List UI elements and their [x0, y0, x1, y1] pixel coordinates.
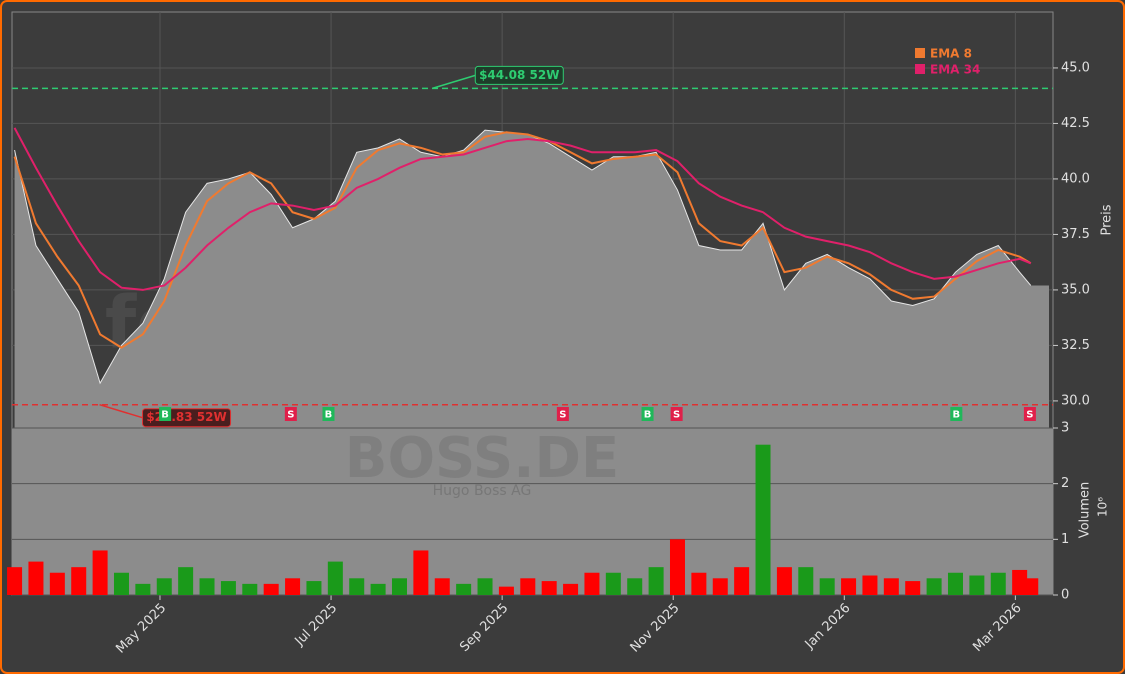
volume-bar: [755, 444, 771, 595]
volume-bar: [178, 567, 194, 595]
volume-bar: [71, 567, 87, 595]
signal-marker: [556, 407, 569, 421]
volume-bar: [49, 572, 65, 595]
volume-bar: [541, 581, 557, 595]
volume-bar: [627, 578, 643, 595]
volume-bar: [563, 583, 579, 595]
volume-bar: [883, 578, 899, 595]
volume-bar: [498, 586, 514, 595]
volume-bar: [306, 581, 322, 595]
volume-bar: [7, 567, 23, 595]
volume-bar: [926, 578, 942, 595]
volume-bar: [1023, 578, 1039, 595]
ema-line: [13, 127, 1032, 291]
y-tick-label: 2: [1061, 476, 1069, 491]
legend-label: EMA 8: [930, 47, 972, 61]
volume-bar: [156, 578, 172, 595]
signal-label: S: [559, 410, 566, 421]
y-tick-label: 42.5: [1061, 116, 1090, 131]
volume-bar: [263, 583, 279, 595]
volume-bar: [776, 567, 792, 595]
legend-label: EMA 34: [930, 63, 980, 77]
volume-bar: [691, 572, 707, 595]
signal-label: S: [287, 410, 294, 421]
chart-title: BOSS.DE: [345, 426, 619, 491]
y-tick-label: 40.0: [1061, 171, 1090, 186]
volume-bar: [349, 578, 365, 595]
y-tick-label: 3: [1061, 421, 1069, 436]
level-arrow: [432, 74, 476, 90]
signal-marker: [641, 407, 654, 421]
volume-bar: [327, 561, 343, 595]
volume-bar: [969, 575, 985, 595]
volume-bar: [413, 550, 429, 595]
volume-bar: [285, 578, 301, 595]
level-arrow: [99, 403, 143, 419]
volume-bar: [862, 575, 878, 595]
volume-bar: [819, 578, 835, 595]
signal-marker: [322, 407, 335, 421]
signal-marker: [159, 407, 172, 421]
volume-bar: [712, 578, 728, 595]
volume-bar: [199, 578, 215, 595]
volume-bar: [28, 561, 44, 595]
volume-bar: [456, 583, 472, 595]
level-label: $44.08 52W: [479, 68, 559, 82]
y-axis-label: Volumen: [1078, 482, 1093, 539]
signal-marker: [950, 407, 963, 421]
signal-label: B: [953, 410, 961, 421]
y-offset-label: 10⁶: [1096, 497, 1110, 517]
volume-bar: [92, 550, 108, 595]
y-tick-label: 45.0: [1061, 60, 1090, 75]
price-area: [14, 130, 1049, 428]
signal-marker: [670, 407, 683, 421]
signal-label: B: [325, 410, 333, 421]
y-tick-label: 30.0: [1061, 393, 1090, 408]
level-label: $29.83 52W: [146, 410, 226, 424]
y-tick-label: 0: [1061, 588, 1069, 603]
volume-bar: [477, 578, 493, 595]
y-tick-label: 35.0: [1061, 282, 1090, 297]
ema-line: [13, 131, 1032, 349]
volume-bar: [391, 578, 407, 595]
signal-label: B: [644, 410, 652, 421]
volume-bar: [520, 578, 536, 595]
volume-bar: [113, 572, 129, 595]
volume-bar: [220, 581, 236, 595]
volume-bar: [669, 539, 685, 595]
volume-bar: [947, 572, 963, 595]
volume-bar: [605, 572, 621, 595]
legend-swatch: [915, 48, 925, 58]
level-label-box: [474, 65, 564, 85]
volume-bar: [905, 581, 921, 595]
volume-bar: [648, 567, 664, 595]
signal-label: B: [161, 410, 169, 421]
y-tick-label: 1: [1061, 532, 1069, 547]
volume-bar: [370, 583, 386, 595]
signal-label: S: [1026, 410, 1033, 421]
signal-label: S: [673, 410, 680, 421]
volume-bar: [798, 567, 814, 595]
volume-bar: [734, 567, 750, 595]
chart-subtitle: Hugo Boss AG: [433, 483, 532, 499]
signal-marker: [1023, 407, 1036, 421]
volume-bar: [242, 583, 258, 595]
volume-bar: [584, 572, 600, 595]
volume-bar: [135, 583, 151, 595]
legend-swatch: [915, 64, 925, 74]
volume-bar: [990, 572, 1006, 595]
y-tick-label: 32.5: [1061, 338, 1090, 353]
y-axis-label: Preis: [1100, 204, 1115, 235]
y-tick-label: 37.5: [1061, 227, 1090, 242]
volume-bar: [434, 578, 450, 595]
volume-bar: [841, 578, 857, 595]
signal-marker: [284, 407, 297, 421]
